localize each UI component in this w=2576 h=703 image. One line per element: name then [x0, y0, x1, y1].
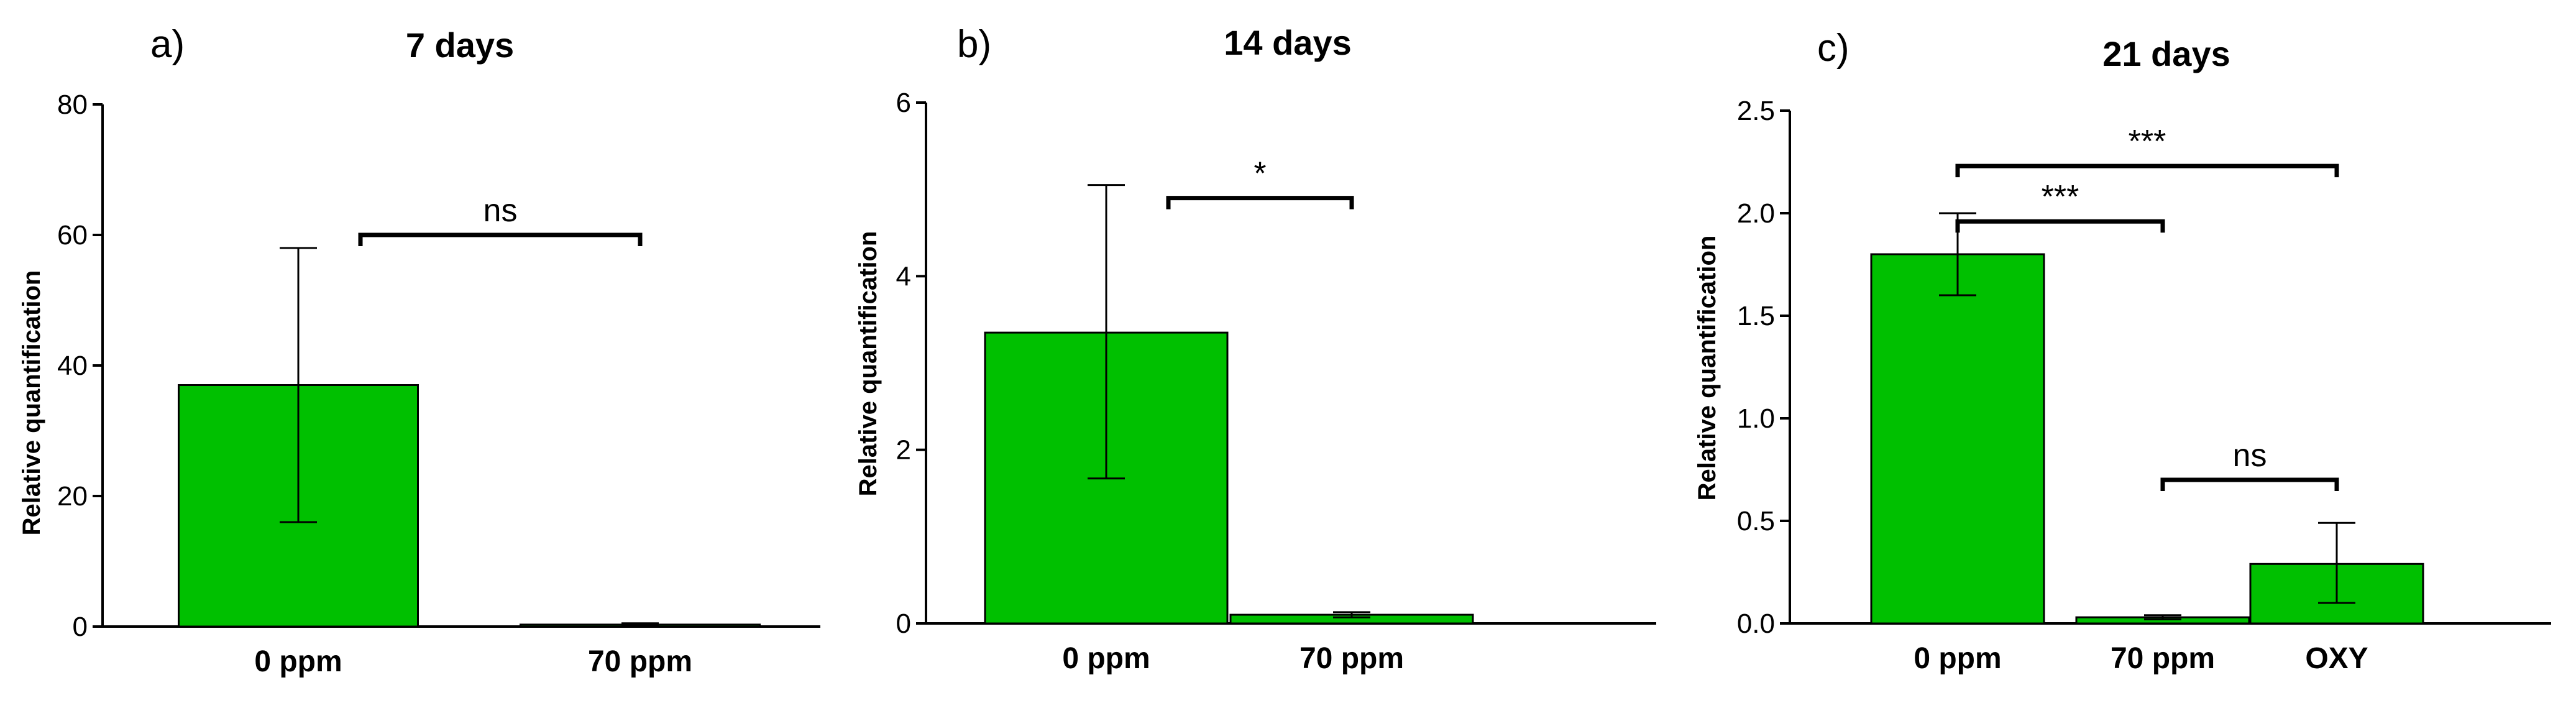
category-label: 70 ppm	[1299, 642, 1404, 675]
y-tick-label: 20	[57, 481, 88, 512]
category-label: OXY	[2305, 642, 2368, 675]
significance-bracket	[1166, 196, 1354, 209]
y-tick-label: 0	[896, 609, 911, 639]
significance-label: ns	[2233, 438, 2267, 474]
y-tick-label: 80	[57, 90, 88, 120]
plot-area: 0.0 0.5 1.0 1.5 2.0 2.5 0 ppm 70 ppm OXY *** *** ns	[1737, 96, 2551, 675]
panel-21-days: c) 21 days Relative quantification 0.00.…	[1694, 27, 2551, 675]
category-label: 0 ppm	[1914, 642, 2001, 675]
significance-label: ***	[2042, 179, 2079, 215]
panel-title: 7 days	[406, 25, 514, 65]
y-axis-label: Relative quantification	[18, 270, 45, 536]
y-tick-label: 2	[896, 435, 911, 466]
y-tick-label: 4	[896, 261, 911, 292]
y-tick-label: 6	[896, 88, 911, 118]
category-label: 0 ppm	[1062, 642, 1150, 675]
y-tick-label: 2.5	[1737, 96, 1775, 126]
y-tick-label: 1.0	[1737, 403, 1775, 434]
panel-letter: a)	[150, 23, 185, 66]
y-axis-label: Relative quantification	[1694, 236, 1721, 501]
y-tick-label: 1.5	[1737, 301, 1775, 331]
panel-title: 21 days	[2102, 34, 2230, 73]
significance-bracket	[1955, 163, 2339, 178]
panel-14-days: b) 14 days Relative quantification 02460…	[855, 23, 1656, 675]
plot-area: 0 2 4 6 0 ppm 70 ppm *	[896, 88, 1656, 675]
y-tick-label: 60	[57, 220, 88, 250]
y-tick-label: 0	[73, 612, 88, 642]
category-label: 0 ppm	[254, 645, 342, 678]
significance-label: ns	[484, 193, 518, 229]
y-tick-label: 2.0	[1737, 198, 1775, 229]
panel-letter: b)	[957, 23, 991, 66]
y-axis-label: Relative quantification	[855, 231, 882, 497]
panel-7-days: a) 7 days Relative quantification 0 20 40 6…	[18, 23, 820, 678]
y-tick-label: 0.0	[1737, 609, 1775, 639]
panel-title: 14 days	[1224, 23, 1352, 62]
significance-label: *	[1254, 156, 1266, 192]
panel-letter: c)	[1817, 27, 1849, 70]
y-tick-label: 0.5	[1737, 506, 1775, 536]
significance-label: ***	[2129, 124, 2166, 160]
plot-area: 0 20 40 60 80 0 ppm 70 ppm ns	[57, 90, 820, 678]
significance-bracket	[1955, 219, 2165, 233]
bar	[1870, 253, 2045, 625]
category-label: 70 ppm	[2111, 642, 2215, 675]
significance-bracket	[358, 232, 643, 246]
significance-bracket	[2160, 477, 2339, 491]
y-tick-label: 40	[57, 351, 88, 381]
category-label: 70 ppm	[588, 645, 692, 678]
